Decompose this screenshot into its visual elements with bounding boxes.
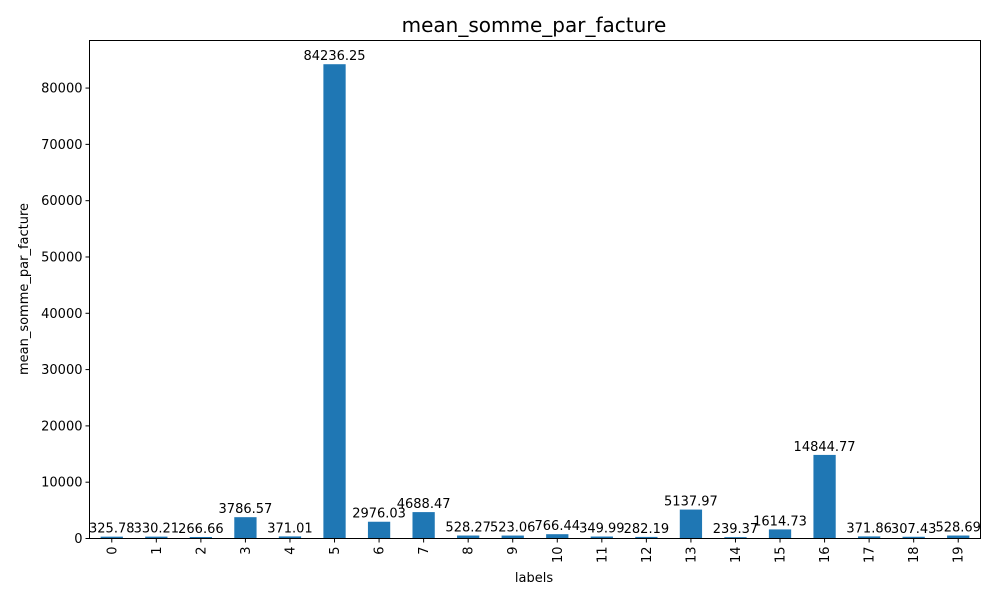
x-tick-label: 4 — [283, 547, 298, 555]
bar — [457, 535, 480, 539]
x-tick-label: 14 — [729, 547, 744, 564]
x-tick-label: 8 — [462, 547, 477, 555]
x-tick-label: 3 — [239, 547, 254, 555]
bar-value-label: 528.69 — [935, 521, 981, 536]
x-tick-label: 18 — [907, 547, 922, 564]
bar-value-label: 528.27 — [445, 521, 491, 536]
x-tick-label: 5 — [328, 547, 343, 555]
bar-value-label: 2976.03 — [352, 507, 406, 522]
bar-value-label: 4688.47 — [397, 497, 451, 512]
y-tick-label: 30000 — [41, 363, 82, 378]
bar-value-label: 371.01 — [267, 521, 313, 536]
data-labels: 325.78 330.21 266.66 3786.57 371.01 84236.25 2… — [89, 49, 981, 537]
x-axis: 0 1 2 3 4 5 6 7 8 9 10 11 12 13 14 15 16 17 18 19 — [105, 538, 967, 564]
x-tick-label: 6 — [373, 547, 388, 555]
y-axis-label: mean_somme_par_facture — [17, 203, 32, 375]
bar — [947, 535, 970, 539]
bar-value-label: 266.66 — [178, 522, 224, 537]
bar — [679, 509, 703, 539]
bar-value-label: 84236.25 — [304, 49, 366, 64]
bar-value-label: 5137.97 — [664, 495, 718, 510]
y-tick-label: 0 — [74, 532, 82, 547]
bar — [724, 537, 747, 539]
y-axis: 0 10000 20000 30000 40000 50000 60000 70000 8000… — [41, 82, 90, 547]
bar — [323, 64, 346, 539]
x-axis-label: labels — [515, 571, 553, 586]
bar — [768, 529, 792, 539]
x-tick-label: 2 — [194, 547, 209, 555]
x-tick-label: 10 — [551, 547, 566, 564]
bar-value-label: 239.37 — [713, 522, 759, 537]
y-tick-label: 20000 — [41, 419, 82, 434]
bar — [857, 536, 881, 539]
x-tick-label: 17 — [863, 547, 878, 564]
bar — [100, 536, 123, 539]
bar — [546, 534, 569, 539]
x-tick-label: 16 — [818, 547, 833, 564]
bar-value-label: 330.21 — [134, 522, 180, 537]
x-tick-label: 12 — [640, 547, 655, 564]
bar — [635, 536, 658, 539]
y-tick-label: 70000 — [41, 138, 82, 153]
y-tick-label: 60000 — [41, 194, 82, 209]
bar-value-label: 3786.57 — [219, 502, 273, 517]
bar — [590, 536, 613, 539]
bar — [412, 512, 435, 539]
bar-value-label: 325.78 — [89, 522, 135, 537]
bar — [278, 536, 302, 539]
x-tick-label: 9 — [506, 547, 521, 555]
bar — [145, 536, 168, 539]
y-tick-label: 10000 — [41, 476, 82, 491]
bar-value-label: 1614.73 — [753, 514, 807, 529]
bar — [367, 521, 391, 539]
x-tick-label: 15 — [774, 547, 789, 564]
bar — [813, 454, 836, 539]
bar-value-label: 371.86 — [846, 521, 892, 536]
bar — [902, 536, 925, 539]
x-tick-label: 0 — [105, 547, 120, 555]
bars — [100, 64, 970, 539]
y-tick-label: 50000 — [41, 250, 82, 265]
bar — [189, 536, 213, 539]
chart-title: mean_somme_par_facture — [402, 13, 667, 37]
bar-value-label: 349.99 — [579, 522, 625, 537]
bar — [501, 535, 524, 539]
plot-frame — [89, 40, 981, 539]
x-tick-label: 11 — [595, 547, 610, 564]
bar-value-label: 14844.77 — [794, 440, 856, 455]
bar — [234, 517, 257, 539]
x-tick-label: 13 — [684, 547, 699, 564]
y-tick-label: 80000 — [41, 82, 82, 97]
bar-value-label: 282.19 — [624, 522, 670, 537]
x-tick-label: 19 — [952, 547, 967, 564]
x-tick-label: 1 — [150, 547, 165, 555]
bar-value-label: 766.44 — [535, 519, 581, 534]
x-tick-label: 7 — [417, 547, 432, 555]
bar-value-label: 523.06 — [490, 521, 536, 536]
y-tick-label: 40000 — [41, 307, 82, 322]
bar-value-label: 307.43 — [891, 522, 937, 537]
